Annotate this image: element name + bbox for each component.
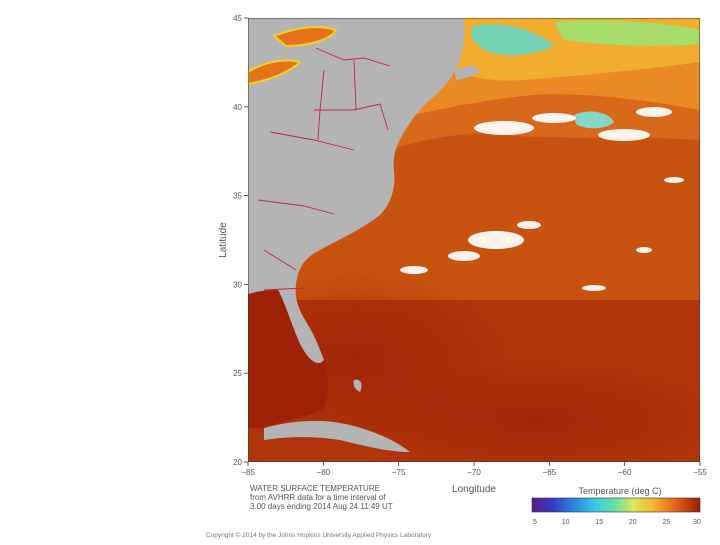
lon-tick-label: −55 — [693, 468, 707, 477]
copyright-notice: Copyright © 2014 by the Johns Hopkins Un… — [206, 531, 432, 539]
lake-ontario — [272, 26, 338, 48]
colorbar-tick-label: 15 — [595, 519, 603, 526]
land-bahamas — [353, 379, 362, 392]
colorbar-tick-label: 5 — [533, 519, 537, 526]
lake-erie — [248, 59, 302, 86]
x-axis-label: Longitude — [452, 484, 496, 495]
land-cuba — [264, 420, 410, 452]
map-plot-area — [248, 18, 700, 462]
ocean-hot-patch — [334, 360, 700, 462]
caption-line-2: from AVHRR data for a time interval of — [250, 493, 386, 502]
colorbar-tick-label: 30 — [693, 519, 701, 526]
state-boundaries — [257, 47, 391, 291]
colorbar-tick-label: 25 — [663, 519, 671, 526]
lon-tick-label: −80 — [317, 468, 331, 477]
lon-tick-label: −75 — [392, 468, 406, 477]
lat-tick-label: 45 — [233, 14, 242, 23]
ocean-cold-patch — [574, 111, 614, 129]
colorbar — [531, 497, 701, 513]
y-axis-label: Latitude — [218, 222, 229, 258]
ocean-cold-north — [470, 24, 554, 56]
colorbar-label: Temperature (deg C) — [578, 486, 661, 496]
lat-tick-label: 25 — [233, 369, 242, 378]
land-north-america — [248, 18, 465, 364]
lon-tick-label: −85 — [241, 468, 255, 477]
lat-tick-label: 40 — [233, 103, 242, 112]
sst-map-panel: 45 40 35 30 25 20 −85 −80 −75 −70 −65 −60 −55 Latitu… — [204, 0, 720, 540]
colorbar-tick-label: 20 — [629, 519, 637, 526]
caption-line-1: WATER SURFACE TEMPERATURE — [250, 484, 380, 493]
lat-tick-label: 20 — [233, 458, 242, 467]
lat-tick-label: 35 — [233, 192, 242, 201]
lat-tick-label: 30 — [233, 280, 242, 289]
land-cape-cod — [454, 65, 480, 80]
lon-tick-label: −65 — [543, 468, 557, 477]
ocean-cold-north — [554, 20, 700, 46]
colorbar-ticks: 5 10 15 20 25 30 — [533, 519, 701, 526]
cloud-cover — [400, 107, 684, 291]
map-axes: 45 40 35 30 25 20−85 −80 −75 −70 −65 −60 −55 — [233, 14, 707, 477]
ocean-gulf-of-mexico — [248, 290, 329, 428]
caption-line-3: 3.00 days ending 2014 Aug 24 11:49 UT — [250, 502, 393, 511]
lon-tick-label: −70 — [467, 468, 481, 477]
lon-tick-label: −60 — [618, 468, 632, 477]
colorbar-tick-label: 10 — [562, 519, 570, 526]
